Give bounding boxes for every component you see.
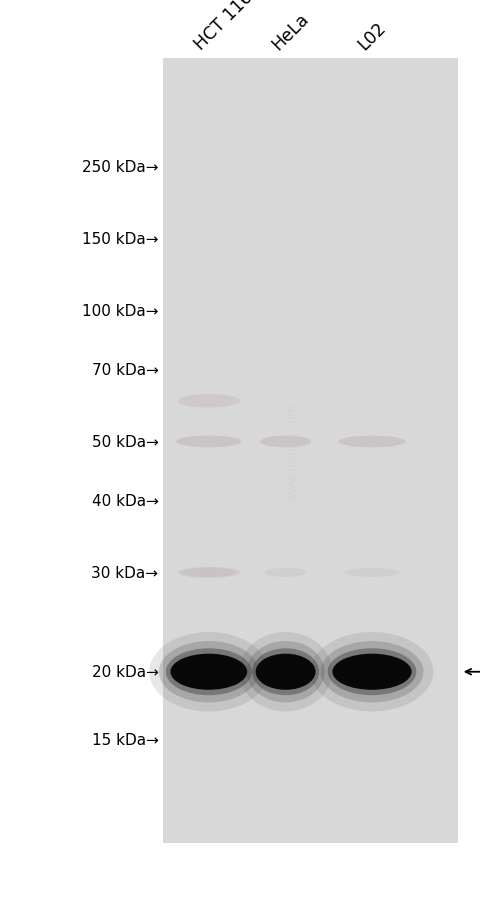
Text: 50 kDa→: 50 kDa→ [92,435,158,449]
Text: 30 kDa→: 30 kDa→ [91,566,158,580]
Ellipse shape [321,641,423,703]
Ellipse shape [178,395,240,408]
Text: 20 kDa→: 20 kDa→ [92,665,158,679]
Ellipse shape [247,641,324,703]
Text: 100 kDa→: 100 kDa→ [82,304,158,318]
Ellipse shape [178,567,240,578]
Ellipse shape [344,568,400,577]
Ellipse shape [149,632,268,712]
Ellipse shape [239,632,332,712]
Text: www.ptglab.com: www.ptglab.com [285,402,298,500]
Text: HCT 116: HCT 116 [191,0,257,54]
Ellipse shape [166,649,252,695]
Bar [163,59,458,843]
Ellipse shape [332,654,412,690]
Ellipse shape [311,632,433,712]
Text: 70 kDa→: 70 kDa→ [92,363,158,377]
Text: 15 kDa→: 15 kDa→ [92,732,158,747]
Ellipse shape [260,436,311,447]
Text: 150 kDa→: 150 kDa→ [82,232,158,246]
Ellipse shape [255,654,316,690]
Ellipse shape [176,436,241,447]
Text: 250 kDa→: 250 kDa→ [82,160,158,174]
Ellipse shape [159,641,259,703]
Ellipse shape [170,654,247,690]
Ellipse shape [182,568,236,577]
Text: L02: L02 [354,19,390,54]
Ellipse shape [264,568,307,577]
Ellipse shape [328,649,416,695]
Text: HeLa: HeLa [268,10,312,54]
Ellipse shape [252,649,319,695]
Ellipse shape [338,436,406,447]
Text: 40 kDa→: 40 kDa→ [92,493,158,508]
